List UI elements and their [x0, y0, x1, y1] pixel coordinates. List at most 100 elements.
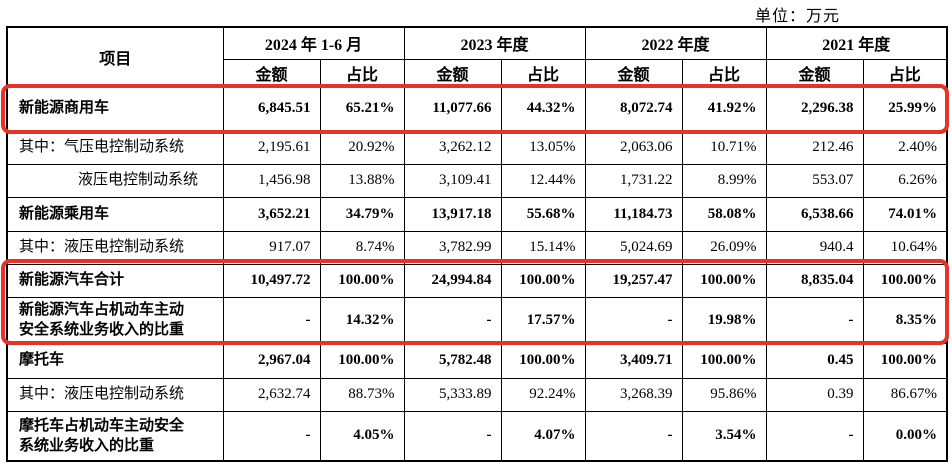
cell-value: 100.00% [681, 342, 767, 379]
table-row: 摩托车 2,967.04 100.00% 5,782.48 100.00% 3,… [6, 342, 948, 379]
row-label: 新能源汽车占机动车主动 安全系统业务收入的比重 [6, 296, 224, 344]
cell-value: 95.86% [681, 377, 767, 412]
cell-value: 10.71% [681, 129, 767, 165]
cell-value: 917.07 [222, 230, 321, 265]
row-label: 其中：液压电控制动系统 [6, 377, 224, 412]
cell-value: 34.79% [319, 196, 405, 232]
cell-value: 11,077.66 [403, 86, 502, 131]
cell-value: 15.14% [500, 230, 586, 265]
row-label: 其中：气压电控制动系统 [6, 129, 224, 165]
cell-value: 41.92% [681, 86, 767, 131]
subheader-amount: 金额 [765, 58, 864, 88]
cell-value: 4.05% [319, 410, 405, 462]
cell-value: 6.26% [862, 163, 948, 198]
cell-value: 2,063.06 [584, 129, 683, 165]
cell-value: 88.73% [319, 377, 405, 412]
cell-value: - [765, 410, 864, 462]
cell-value: 3,409.71 [584, 342, 683, 379]
cell-value: 3,268.39 [584, 377, 683, 412]
cell-value: 86.67% [862, 377, 948, 412]
cell-value: 26.09% [681, 230, 767, 265]
cell-value: 19.98% [681, 296, 767, 344]
cell-value: 10,497.72 [222, 263, 321, 298]
subheader-amount: 金额 [584, 58, 683, 88]
cell-value: 19,257.47 [584, 263, 683, 298]
cell-value: 2,632.74 [222, 377, 321, 412]
cell-value: 100.00% [500, 342, 586, 379]
cell-value: 6,538.66 [765, 196, 864, 232]
row-label: 液压电控制动系统 [6, 163, 224, 198]
revenue-breakdown-table: 项目 2024 年 1-6 月 2023 年度 2022 年度 2021 年度 … [6, 26, 949, 462]
table-row: 其中：液压电控制动系统 917.07 8.74% 3,782.99 15.14%… [6, 230, 948, 265]
header-row-subheaders: 金额 占比 金额 占比 金额 占比 金额 占比 [7, 58, 948, 88]
cell-value: 58.08% [681, 196, 767, 232]
table-row: 新能源汽车占机动车主动 安全系统业务收入的比重 - 14.32% - 17.57… [6, 296, 948, 344]
cell-value: - [584, 296, 683, 344]
col-header-item: 项目 [6, 26, 224, 88]
cell-value: 2,296.38 [765, 86, 864, 131]
subheader-ratio: 占比 [500, 58, 586, 88]
row-label: 其中：液压电控制动系统 [6, 230, 224, 265]
cell-value: 44.32% [500, 86, 586, 131]
table-row: 其中：液压电控制动系统 2,632.74 88.73% 5,333.89 92.… [6, 377, 948, 412]
cell-value: 5,782.48 [403, 342, 502, 379]
row-label: 新能源乘用车 [6, 196, 224, 232]
cell-value: - [222, 296, 321, 344]
row-label: 摩托车占机动车主动安全 系统业务收入的比重 [6, 410, 224, 462]
table-row: 新能源汽车合计 10,497.72 100.00% 24,994.84 100.… [6, 263, 948, 298]
cell-value: 20.92% [319, 129, 405, 165]
cell-value: 6,845.51 [222, 86, 321, 131]
cell-value: 3,109.41 [403, 163, 502, 198]
cell-value: 2,195.61 [222, 129, 321, 165]
cell-value: 100.00% [681, 263, 767, 298]
subheader-ratio: 占比 [681, 58, 767, 88]
col-header-period-2021: 2021 年度 [765, 26, 948, 60]
cell-value: 553.07 [765, 163, 864, 198]
cell-value: 940.4 [765, 230, 864, 265]
col-header-period-2023: 2023 年度 [403, 26, 586, 60]
cell-value: 4.07% [500, 410, 586, 462]
cell-value: 11,184.73 [584, 196, 683, 232]
cell-value: 14.32% [319, 296, 405, 344]
cell-value: - [403, 296, 502, 344]
cell-value: 25.99% [862, 86, 948, 131]
cell-value: - [765, 296, 864, 344]
cell-value: 8,835.04 [765, 263, 864, 298]
cell-value: 55.68% [500, 196, 586, 232]
cell-value: 2,967.04 [222, 342, 321, 379]
row-label: 新能源汽车合计 [6, 263, 224, 298]
cell-value: 24,994.84 [403, 263, 502, 298]
table-row: 液压电控制动系统 1,456.98 13.88% 3,109.41 12.44%… [6, 163, 948, 198]
subheader-amount: 金额 [403, 58, 502, 88]
cell-value: 3.54% [681, 410, 767, 462]
cell-value: 1,456.98 [222, 163, 321, 198]
cell-value: 100.00% [862, 263, 948, 298]
row-label: 新能源商用车 [6, 86, 224, 131]
table-row: 新能源乘用车 3,652.21 34.79% 13,917.18 55.68% … [6, 196, 948, 232]
subheader-ratio: 占比 [862, 58, 948, 88]
cell-value: 65.21% [319, 86, 405, 131]
unit-label: 单位：万元 [754, 8, 840, 25]
cell-value: 100.00% [319, 342, 405, 379]
subheader-amount: 金额 [222, 58, 321, 88]
cell-value: 8.35% [862, 296, 948, 344]
table-row: 其中：气压电控制动系统 2,195.61 20.92% 3,262.12 13.… [6, 129, 948, 165]
cell-value: 13.05% [500, 129, 586, 165]
table-row: 摩托车占机动车主动安全 系统业务收入的比重 - 4.05% - 4.07% - … [6, 410, 948, 462]
cell-value: 13,917.18 [403, 196, 502, 232]
cell-value: 10.64% [862, 230, 948, 265]
header-row-periods: 项目 2024 年 1-6 月 2023 年度 2022 年度 2021 年度 [6, 26, 948, 88]
cell-value: 5,024.69 [584, 230, 683, 265]
table-body: 新能源商用车 6,845.51 65.21% 11,077.66 44.32% … [6, 86, 948, 462]
cell-value: 8.74% [319, 230, 405, 265]
cell-value: 212.46 [765, 129, 864, 165]
cell-value: 74.01% [862, 196, 948, 232]
cell-value: 0.00% [862, 410, 948, 462]
col-header-period-2024h1: 2024 年 1-6 月 [222, 26, 405, 60]
cell-value: 2.40% [862, 129, 948, 165]
cell-value: 0.45 [765, 342, 864, 379]
cell-value: 12.44% [500, 163, 586, 198]
cell-value: 100.00% [500, 263, 586, 298]
cell-value: 13.88% [319, 163, 405, 198]
cell-value: - [584, 410, 683, 462]
